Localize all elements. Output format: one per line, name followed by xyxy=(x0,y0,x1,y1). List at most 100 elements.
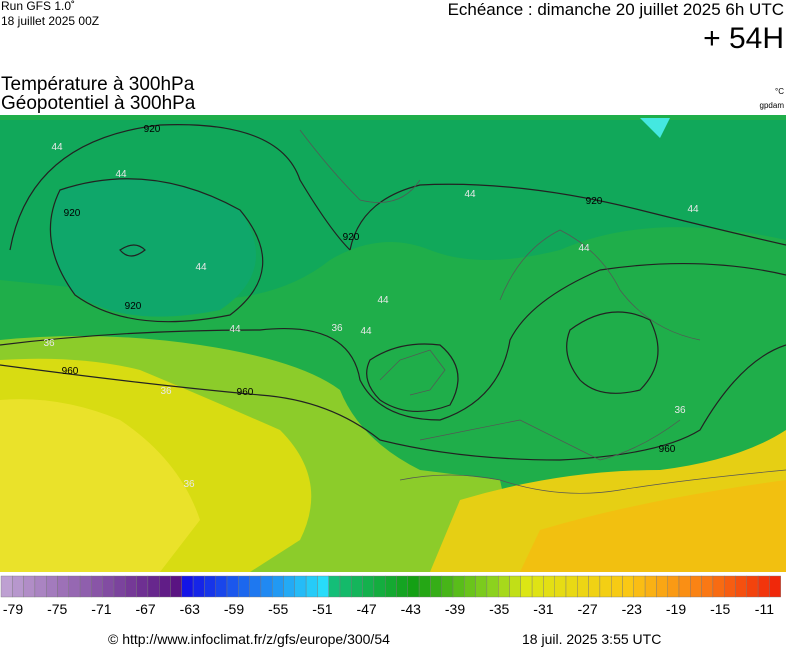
colorbar-swatch xyxy=(170,575,183,598)
colorbar-swatch xyxy=(57,575,70,598)
colorbar-swatch xyxy=(46,575,58,598)
colorbar-swatch xyxy=(724,575,736,598)
colorbar-swatch xyxy=(543,575,555,598)
colorbar-swatch xyxy=(644,575,657,598)
colorbar-swatch xyxy=(181,575,194,598)
colorbar-swatch xyxy=(339,575,352,598)
colorbar-swatch xyxy=(328,575,341,598)
colorbar-swatch xyxy=(113,575,126,598)
colorbar-swatch xyxy=(599,575,612,598)
forecast-time: Echéance : dimanche 20 juillet 2025 6h U… xyxy=(448,0,784,19)
contour-label: 44 xyxy=(578,243,590,254)
colorbar-swatch xyxy=(147,575,160,598)
colorbar-swatch xyxy=(746,575,759,598)
colorbar-swatch xyxy=(622,575,635,598)
colorbar-label: -39 xyxy=(445,601,465,617)
colorbar-swatch xyxy=(362,575,375,598)
colorbar-swatch xyxy=(317,575,329,598)
colorbar-swatch xyxy=(12,575,24,598)
colorbar-label: -71 xyxy=(91,601,111,617)
colorbar-swatch xyxy=(430,575,442,598)
colorbar-swatch xyxy=(294,575,307,598)
contour-label: 36 xyxy=(160,386,172,397)
colorbar-swatch xyxy=(385,575,397,598)
colorbar-swatch xyxy=(498,575,510,598)
colorbar-swatch xyxy=(611,575,623,598)
contour-label: 44 xyxy=(229,324,241,335)
coastlines xyxy=(299,129,786,494)
colorbar-swatch xyxy=(735,575,748,598)
unit-geopotential: gpdam xyxy=(760,101,785,110)
colorbar-swatch xyxy=(757,575,770,598)
contour-label: 44 xyxy=(195,262,207,273)
colorbar-label: -43 xyxy=(401,601,421,617)
run-label: Run GFS 1.0˚ xyxy=(1,0,75,13)
colorbar-swatch xyxy=(34,575,47,598)
hot-core xyxy=(0,399,200,572)
hot-east-core xyxy=(520,480,786,572)
title-geopotential: Géopotentiel à 300hPa xyxy=(1,93,196,114)
colorbar-label: -51 xyxy=(312,601,332,617)
colorbar-swatch xyxy=(373,575,386,598)
cold-core xyxy=(52,178,256,317)
colorbar-swatch xyxy=(475,575,488,598)
colorbar-swatch xyxy=(158,575,171,598)
colorbar-label: -23 xyxy=(622,601,642,617)
colorbar-swatch xyxy=(192,575,205,598)
colorbar-label: -27 xyxy=(577,601,597,617)
colorbar-label: -35 xyxy=(489,601,509,617)
map xyxy=(0,115,786,572)
colorbar-swatch xyxy=(204,575,216,598)
unit-temperature: °C xyxy=(775,87,784,96)
colorbar-swatch xyxy=(215,575,228,598)
colorbar-swatch xyxy=(305,575,318,598)
colorbar-swatch xyxy=(486,575,499,598)
lead-time: + 54H xyxy=(703,22,784,55)
colorbar-swatch xyxy=(136,575,149,598)
colorbar-swatch xyxy=(554,575,567,598)
colorbar-swatch xyxy=(283,575,296,598)
colorbar-swatch xyxy=(701,575,714,598)
colorbar-swatch xyxy=(91,575,103,598)
contour-label: 960 xyxy=(62,366,79,377)
colorbar-swatch xyxy=(418,575,431,598)
colorbar-swatch xyxy=(577,575,589,598)
colorbar-swatch xyxy=(0,575,13,598)
colorbar-swatch xyxy=(249,575,262,598)
title-temperature: Température à 300hPa xyxy=(1,74,195,95)
colorbar-label: -75 xyxy=(47,601,67,617)
contour-label: 36 xyxy=(331,323,343,334)
colorbar-swatch xyxy=(23,575,36,598)
contour-label: 960 xyxy=(237,387,254,398)
colorbar-swatch xyxy=(509,575,522,598)
contour-label: 920 xyxy=(64,208,81,219)
colorbar-swatch xyxy=(656,575,668,598)
cold-spot xyxy=(640,118,670,138)
colorbar-swatch xyxy=(588,575,601,598)
footer-time: 18 juil. 2025 3:55 UTC xyxy=(522,631,661,647)
colorbar-swatch xyxy=(565,575,578,598)
footer-url: © http://www.infoclimat.fr/z/gfs/europe/… xyxy=(108,631,390,647)
contour-label: 920 xyxy=(586,196,603,207)
colorbar-swatch xyxy=(226,575,239,598)
colorbar-swatch xyxy=(678,575,691,598)
colorbar-label: -59 xyxy=(224,601,244,617)
colorbar-swatch xyxy=(79,575,92,598)
contour-label: 44 xyxy=(687,204,699,215)
contour-label: 960 xyxy=(659,444,676,455)
colorbar-swatch xyxy=(260,575,273,598)
colorbar-swatch xyxy=(407,575,420,598)
colorbar-swatch xyxy=(396,575,409,598)
colorbar-label: -55 xyxy=(268,601,288,617)
colorbar-label: -11 xyxy=(755,601,774,617)
colorbar-swatch xyxy=(633,575,646,598)
colorbar-swatch xyxy=(531,575,544,598)
colorbar-label: -63 xyxy=(180,601,200,617)
run-date: 18 juillet 2025 00Z xyxy=(1,14,99,28)
colorbar-swatch xyxy=(102,575,115,598)
contour-label: 920 xyxy=(343,232,360,243)
colorbar-swatch xyxy=(464,575,476,598)
contour-label: 36 xyxy=(43,338,55,349)
